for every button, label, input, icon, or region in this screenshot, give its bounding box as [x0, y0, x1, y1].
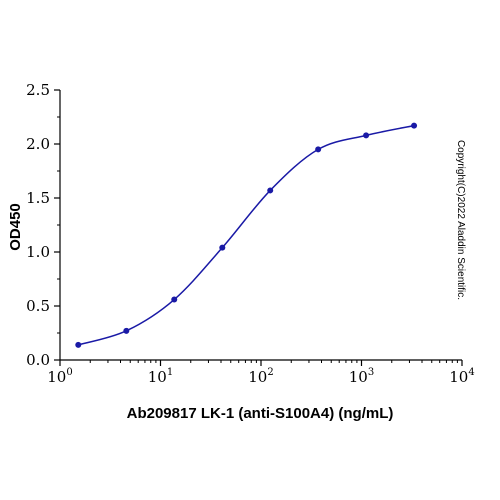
x-axis-title: Ab209817 LK-1 (anti-S100A4) (ng/mL) [127, 405, 394, 422]
y-axis-title: OD450 [7, 203, 24, 251]
y-tick-label: 1.5 [26, 189, 50, 207]
axes [59, 90, 462, 361]
data-point [123, 327, 130, 334]
data-point [171, 296, 178, 303]
x-axis-ticks: 100 101 102 103 104 [47, 360, 475, 386]
x-tick-label: 104 [449, 367, 474, 386]
y-tick-label: 2.0 [26, 135, 50, 153]
data-point [411, 122, 418, 129]
x-tick-label: 100 [47, 367, 72, 386]
fit-curve [78, 124, 415, 346]
y-tick-label: 0.5 [26, 297, 50, 315]
x-tick-label: 101 [148, 367, 173, 386]
data-point [219, 244, 226, 251]
y-tick-label: 2.5 [26, 81, 50, 99]
y-tick-label: 0.0 [26, 351, 50, 369]
data-point [363, 132, 370, 139]
data-point [75, 341, 82, 348]
x-tick-label: 102 [248, 367, 273, 386]
data-points [75, 122, 418, 348]
data-point [267, 187, 274, 194]
y-tick-label: 1.0 [26, 243, 50, 261]
data-point [315, 146, 322, 153]
x-tick-label: 103 [349, 367, 374, 386]
y-axis-ticks: 0.0 0.5 1.0 1.5 2.0 2.5 [26, 81, 60, 369]
copyright-watermark: Copyright(C)2022 Aladdin Scientific. [455, 140, 466, 300]
